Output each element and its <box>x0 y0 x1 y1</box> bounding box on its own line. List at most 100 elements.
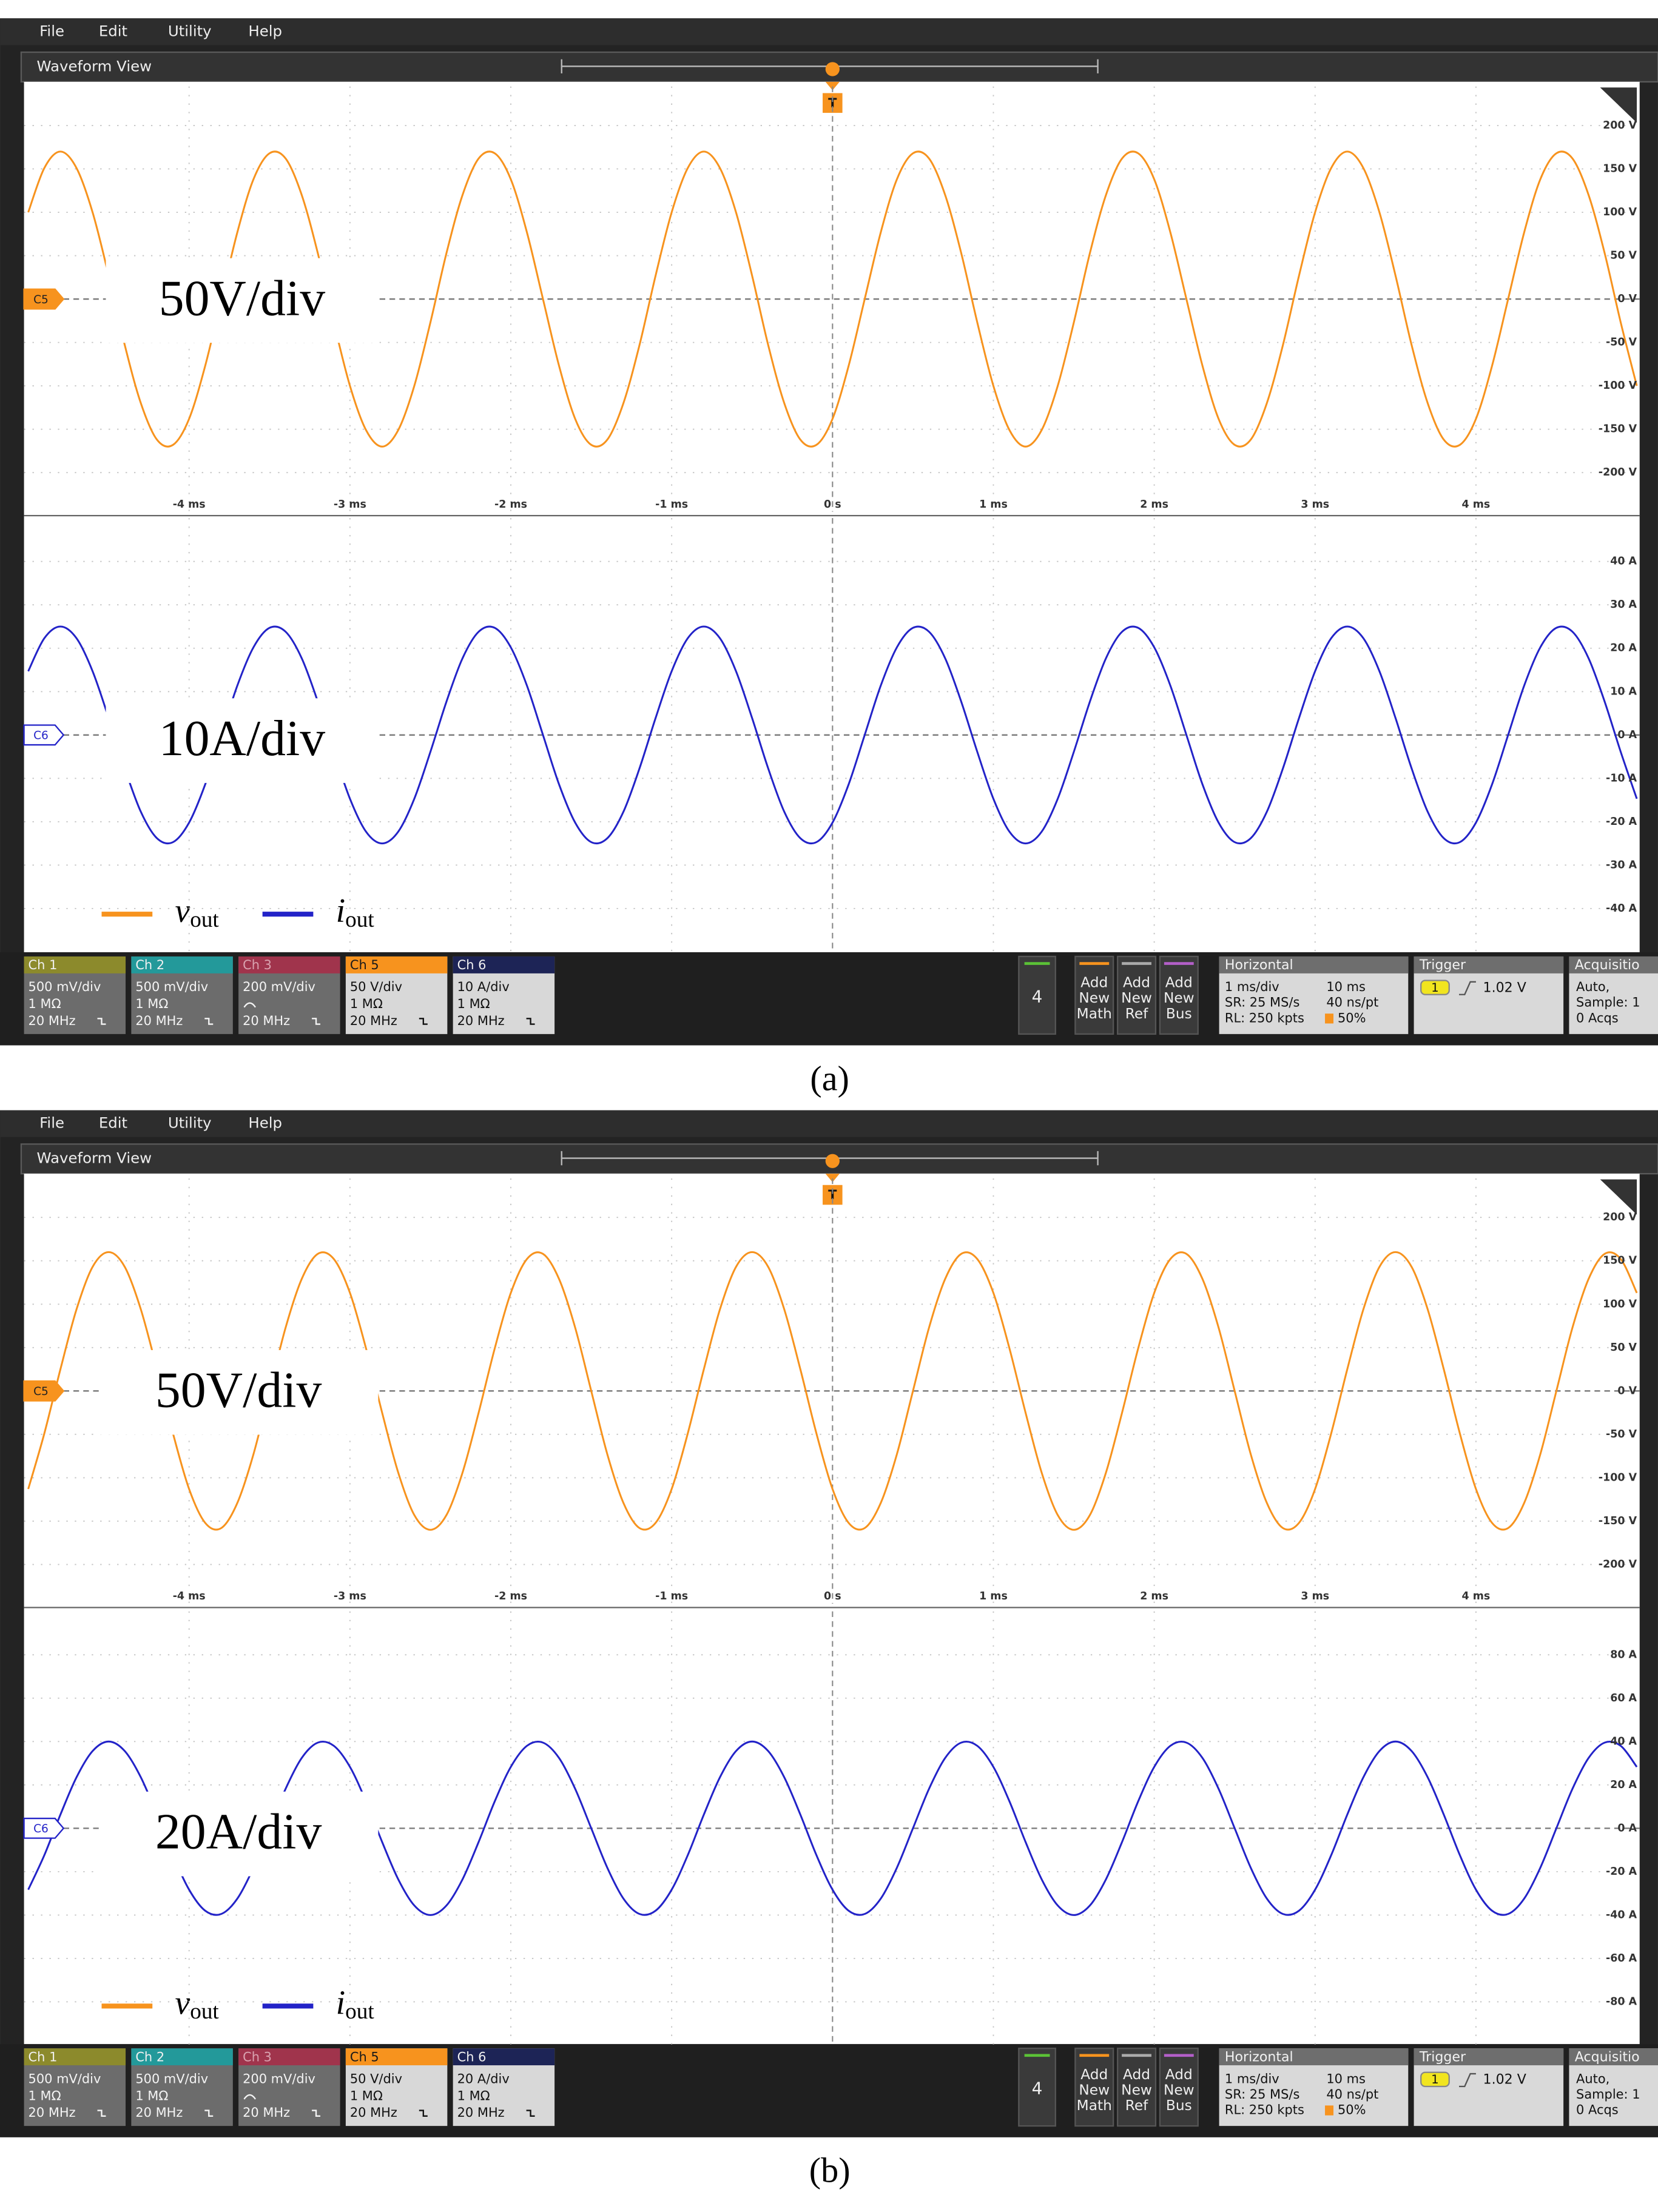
x-tick-label: -3 ms <box>334 1590 366 1602</box>
bandwidth-icon <box>312 2109 321 2117</box>
add-button-label: New <box>1121 2082 1152 2098</box>
horizontal-header <box>1219 2048 1409 2066</box>
trigger-flag: T <box>828 1188 837 1202</box>
channel-label: Ch 5 <box>350 2049 379 2064</box>
menu-item[interactable]: Edit <box>99 22 127 39</box>
trigger-header <box>1414 2048 1564 2066</box>
add-button-label: Math <box>1077 2097 1112 2114</box>
y-tick-label: -80 A <box>1606 1995 1637 2008</box>
channel-label: Ch 3 <box>243 958 272 972</box>
x-tick-label: -2 ms <box>494 499 527 511</box>
y-tick-label: -100 V <box>1599 380 1637 392</box>
annotation-box <box>98 1350 379 1435</box>
channel-impedance: 1 MΩ <box>135 997 168 1011</box>
y-tick-label: -200 V <box>1599 466 1637 479</box>
acquisition-setting: Sample: 1 <box>1576 995 1640 1010</box>
channel-bandwidth: 20 MHz <box>350 1014 397 1028</box>
add-button[interactable] <box>1116 2048 1157 2127</box>
channel-scale: 50 V/div <box>350 980 402 994</box>
x-tick-label: -1 ms <box>655 1590 688 1602</box>
waveform <box>27 625 1638 845</box>
channel-header <box>24 2048 126 2066</box>
channel-header <box>453 956 555 973</box>
zoom-marker <box>825 1154 840 1168</box>
y-tick-label: -200 V <box>1599 1558 1637 1570</box>
add-button[interactable] <box>1159 955 1199 1035</box>
legend-label: vout <box>175 1984 219 2023</box>
annotation: 50V/div <box>155 1362 322 1419</box>
horizontal-setting: 40 ns/pt <box>1326 995 1378 1010</box>
add-button[interactable] <box>1159 2048 1199 2127</box>
menu-item[interactable]: Utility <box>168 22 212 39</box>
y-tick-label: -40 A <box>1606 1909 1637 1921</box>
horizontal-setting: SR: 25 MS/s <box>1225 2087 1299 2102</box>
add-button-label: Add <box>1123 2066 1150 2083</box>
y-tick-label: -40 A <box>1606 903 1637 915</box>
add-button[interactable] <box>1074 955 1114 1035</box>
y-tick-label: 0 A <box>1617 729 1637 741</box>
bandwidth-icon <box>204 1018 214 1025</box>
y-tick-label: -20 A <box>1606 816 1637 828</box>
plot-background <box>24 81 1640 952</box>
channel-label: Ch 1 <box>29 958 58 972</box>
acquisition-header <box>1569 2048 1658 2066</box>
zoom-marker <box>825 62 840 76</box>
add-button-label: Math <box>1077 1006 1112 1022</box>
add-button-label: Bus <box>1166 1006 1192 1022</box>
horizontal-header <box>1219 956 1409 973</box>
channel-marker-box <box>23 1380 65 1402</box>
menu-item[interactable]: Utility <box>168 1114 212 1132</box>
menu-item[interactable]: File <box>39 22 64 39</box>
channel-label: Ch 3 <box>243 2049 272 2064</box>
x-tick-label: 3 ms <box>1301 499 1329 511</box>
add-button-label: Add <box>1165 975 1193 991</box>
add-button-label: New <box>1079 990 1110 1006</box>
x-tick-label: 0 s <box>824 1590 841 1602</box>
bandwidth-icon <box>97 2109 106 2117</box>
acquisition-setting: 0 Acqs <box>1576 1010 1619 1025</box>
bandwidth-icon <box>312 1018 321 1025</box>
view-title: Waveform View <box>37 1149 152 1167</box>
legend-label: iout <box>336 1984 375 2023</box>
legend-label: iout <box>336 892 375 932</box>
trigger-title: Trigger <box>1419 2049 1466 2065</box>
trigger-flag: T <box>828 96 837 110</box>
plot-background <box>24 1174 1640 2045</box>
channel-header <box>24 956 126 973</box>
add-button[interactable] <box>1116 955 1157 1035</box>
channel-bandwidth: 20 MHz <box>135 2105 183 2120</box>
display-count: 4 <box>1032 2079 1043 2099</box>
menu-item[interactable]: Edit <box>99 1114 127 1132</box>
annotation-box <box>98 1791 379 1877</box>
y-tick-label: -60 A <box>1606 1952 1637 1965</box>
display-count-box[interactable] <box>1018 2048 1056 2127</box>
channel-label: Ch 2 <box>135 2049 164 2064</box>
channel-scale: 500 mV/div <box>29 980 101 994</box>
menu-item[interactable]: Help <box>248 1114 282 1132</box>
channel-bandwidth: 20 MHz <box>29 2105 76 2120</box>
trigger-slope <box>1459 981 1476 995</box>
corner-tab <box>1600 1179 1637 1215</box>
x-tick-label: -4 ms <box>173 499 206 511</box>
channel-header <box>345 2048 448 2066</box>
channel-header <box>131 956 233 973</box>
annotation-box <box>106 698 379 783</box>
add-button[interactable] <box>1074 2048 1114 2127</box>
channel-scale: 500 mV/div <box>135 2071 208 2086</box>
acquisition-setting: Auto, <box>1576 2071 1609 2086</box>
display-count-box[interactable] <box>1018 955 1056 1035</box>
acquisition-header <box>1569 956 1658 973</box>
channel-header <box>453 2048 555 2066</box>
menu-item[interactable]: Help <box>248 22 282 39</box>
channel-scale: 500 mV/div <box>135 980 208 994</box>
channel-bandwidth: 20 MHz <box>243 1014 290 1028</box>
channel-scale: 20 A/div <box>457 2071 510 2086</box>
y-tick-label: -30 A <box>1606 859 1637 871</box>
horizontal-setting: 10 ms <box>1326 980 1366 994</box>
bandwidth-icon <box>526 1018 535 1025</box>
y-tick-label: 200 V <box>1603 119 1637 132</box>
menu-item[interactable]: File <box>39 1114 64 1132</box>
acquisition-setting: Auto, <box>1576 980 1609 994</box>
annotation: 50V/div <box>159 270 326 326</box>
